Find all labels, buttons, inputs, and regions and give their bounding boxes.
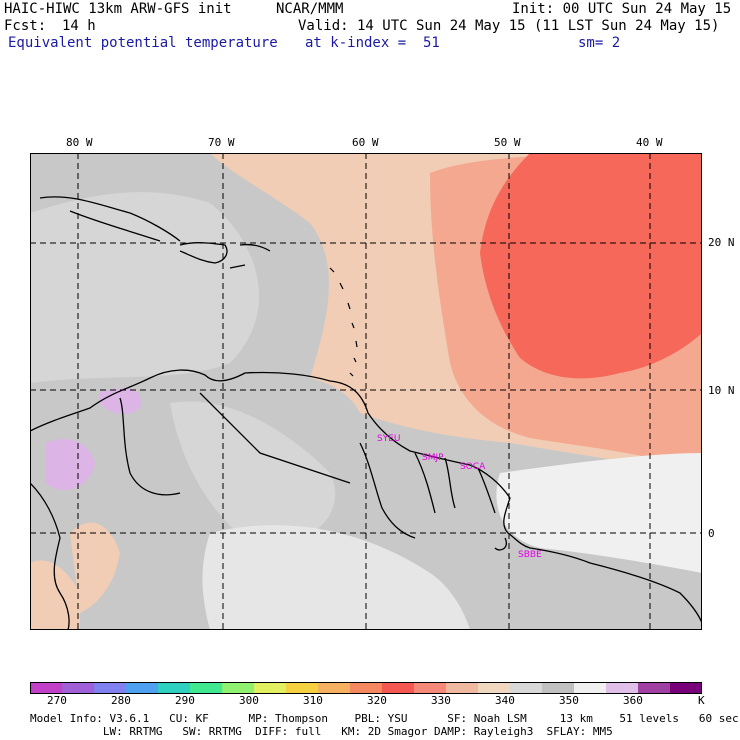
station-soca: SOCA: [460, 462, 486, 472]
gray-patch-caribbean: [30, 192, 259, 383]
coastlines: [30, 196, 702, 630]
model-title: HAIC-HIWC 13km ARW-GFS init: [4, 1, 232, 17]
lon-label-70w: 70 W: [208, 136, 235, 149]
lon-label-80w: 80 W: [66, 136, 93, 149]
cbar-label-280: 280: [111, 694, 131, 707]
org-label: NCAR/MMM: [276, 1, 344, 17]
colorbar-swatch: [638, 682, 671, 694]
hispaniola-coast: [179, 242, 228, 264]
lat-label-20n: 20 N: [708, 236, 735, 249]
pacific-coast: [30, 482, 70, 630]
colorbar-swatch: [350, 682, 383, 694]
peach-region-pacific: [30, 560, 80, 630]
colorbar-swatch: [222, 682, 255, 694]
colorbar-swatch: [286, 682, 319, 694]
station-smjp: SMJP: [422, 453, 444, 463]
cbar-label-270: 270: [47, 694, 67, 707]
colorbar-swatch: [254, 682, 287, 694]
smoothing-label: sm= 2: [578, 35, 621, 51]
peach-region-north: [330, 153, 450, 187]
colorbar-swatch: [318, 682, 351, 694]
colorbar-swatch: [542, 682, 575, 694]
colorbar-swatch: [382, 682, 415, 694]
colorbar-frame: [30, 682, 702, 694]
cbar-label-unit: K: [698, 694, 705, 707]
init-time: Init: 00 UTC Sun 24 May 15: [512, 1, 732, 17]
colorbar-swatch: [414, 682, 447, 694]
lesser-antilles: [329, 267, 358, 377]
station-syeu: SYEU: [377, 434, 400, 444]
white-band-equator: [496, 453, 702, 573]
valid-time: Valid: 14 UTC Sun 24 May 15 (11 LST Sun …: [298, 18, 720, 34]
level-label: at k-index = 51: [305, 35, 440, 51]
graticule: [30, 153, 702, 630]
cbar-label-320: 320: [367, 694, 387, 707]
cbar-label-300: 300: [239, 694, 259, 707]
cuba-coast: [39, 196, 181, 242]
cbar-label-330: 330: [431, 694, 451, 707]
forecast-label: Fcst:: [4, 18, 47, 34]
gray-patch-venezuela: [170, 401, 336, 545]
colorbar-swatch: [190, 682, 223, 694]
cbar-label-340: 340: [495, 694, 515, 707]
colorbar-swatch: [158, 682, 191, 694]
colorbar-swatch: [446, 682, 479, 694]
forecast-hour: 14 h: [62, 18, 96, 34]
colorbar-swatch: [670, 682, 702, 694]
lon-label-60w: 60 W: [352, 136, 379, 149]
theta-e-map: SYEU SMJP SOCA SBBE: [30, 153, 702, 630]
lon-label-50w: 50 W: [494, 136, 521, 149]
lon-label-40w: 40 W: [636, 136, 663, 149]
field-name: Equivalent potential temperature: [8, 35, 278, 51]
lavender-patch-west: [45, 439, 95, 491]
colorbar: [30, 682, 702, 694]
cbar-label-310: 310: [303, 694, 323, 707]
cbar-label-350: 350: [559, 694, 579, 707]
map-frame: [30, 153, 702, 630]
model-info-line2: LW: RRTMG SW: RRTMG DIFF: full KM: 2D Sm…: [30, 725, 613, 738]
cbar-label-290: 290: [175, 694, 195, 707]
colorbar-swatch: [94, 682, 127, 694]
colorbar-swatch: [478, 682, 511, 694]
lat-label-10n: 10 N: [708, 384, 735, 397]
peach-region-colombia: [70, 522, 120, 613]
station-sbbe: SBBE: [518, 550, 542, 560]
red-region: [480, 153, 702, 379]
colorbar-swatch: [574, 682, 607, 694]
white-region-amazon: [202, 525, 470, 630]
cbar-label-360: 360: [623, 694, 643, 707]
lat-label-0: 0: [708, 527, 715, 540]
model-info-line1: Model Info: V3.6.1 CU: KF MP: Thompson P…: [30, 712, 739, 725]
colorbar-swatch: [510, 682, 543, 694]
colorbar-swatch: [126, 682, 159, 694]
south-america-coast: [30, 369, 702, 624]
colorbar-swatch: [30, 682, 63, 694]
colorbar-swatch: [62, 682, 95, 694]
colorbar-swatch: [606, 682, 639, 694]
